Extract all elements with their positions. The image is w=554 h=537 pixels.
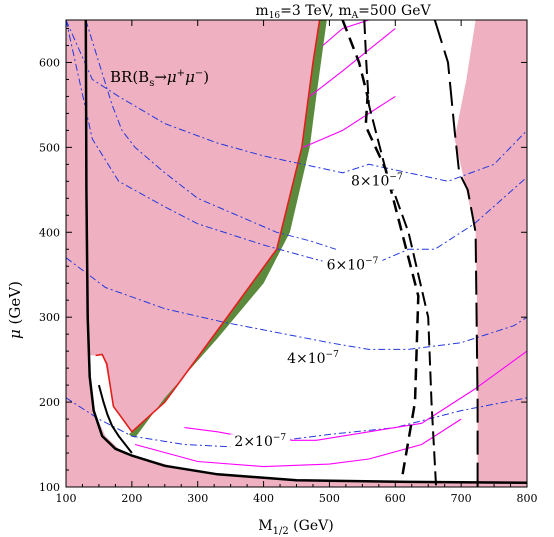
contour-label-exponent: −7: [273, 433, 287, 443]
panel-label-arrow: →μ: [154, 68, 176, 86]
contour-label-2: 4×10−7: [287, 350, 339, 367]
panel-label-mid: μ: [185, 68, 195, 86]
contour-label-layer: 8×10−76×10−74×10−72×10−7: [230, 173, 407, 451]
x-axis-label-main: M: [258, 518, 272, 534]
x-tick-label: 700: [451, 492, 472, 505]
right-long-dash-boundary: [433, 20, 479, 487]
contour-label-exponent: −7: [389, 173, 403, 183]
excluded-region-right: [454, 20, 527, 487]
y-tick-label: 100: [39, 481, 60, 494]
contour-label-0: 8×10−7: [351, 173, 403, 190]
x-tick-label: 200: [121, 492, 142, 505]
panel-label-sub: s: [149, 78, 154, 89]
br-contour-1: [66, 20, 527, 267]
contour-label-exponent: −7: [365, 257, 379, 267]
y-tick-label: 500: [39, 141, 60, 154]
br-contour-0: [66, 20, 527, 182]
y-tick-label: 300: [39, 311, 60, 324]
contour-label-bg: [322, 257, 383, 274]
br-contour-4: [85, 20, 337, 250]
contour-label-exponent: −7: [326, 350, 340, 360]
panel-label-post: ): [203, 68, 209, 86]
x-tick-label: 500: [319, 492, 340, 505]
magenta-line-3: [309, 28, 396, 97]
title-m1: m: [255, 3, 268, 19]
contour-label-mantissa: 4×10: [287, 351, 325, 367]
panel-label-sup1: +: [177, 68, 185, 79]
x-tick-label: 400: [253, 492, 274, 505]
contour-label-bg: [346, 173, 407, 190]
panel-label-sup2: −: [195, 68, 203, 79]
title-end: =500 GeV: [358, 3, 431, 19]
x-axis-label-sub: 1/2: [273, 526, 289, 537]
contour-label-mantissa: 2×10: [234, 434, 272, 450]
tick-layer: 100 200 300 400 500 600 700 800 100 200 300 400 500 6…: [39, 20, 538, 505]
x-tick-label: 600: [385, 492, 406, 505]
x-axis-label-unit: (GeV): [289, 518, 334, 534]
y-axis-label: μ (GeV): [6, 281, 24, 339]
magenta-line-2: [302, 95, 396, 148]
magenta-line-1: [184, 350, 527, 441]
y-tick-label: 200: [39, 396, 60, 409]
x-tick-label: 300: [187, 492, 208, 505]
contour-label-bg: [282, 351, 343, 368]
y-axis-label-mu: μ: [6, 329, 24, 339]
panel-label-pre: BR(B: [110, 68, 149, 86]
x-tick-label: 800: [517, 492, 538, 505]
contour-label-mantissa: 6×10: [327, 258, 365, 274]
contour-label-1: 6×10−7: [327, 257, 379, 274]
y-tick-label: 600: [39, 56, 60, 69]
region-layer: [66, 20, 527, 487]
y-tick-label: 400: [39, 226, 60, 239]
excluded-region-wedge: [66, 20, 320, 432]
inner-dashed-boundary: [341, 20, 420, 479]
right-dashed-boundary: [363, 20, 438, 487]
contour-label-mantissa: 8×10: [351, 174, 389, 190]
left-boundary-line: [84, 20, 527, 485]
chart-title: m16=3 TeV, mA=500 GeV: [255, 3, 431, 21]
y-axis-label-unit: (GeV): [6, 281, 24, 329]
lower-black-line: [97, 384, 133, 454]
title-sub1: 16: [269, 11, 281, 21]
title-sub2: A: [351, 11, 359, 21]
panel-label: BR(Bs→μ+μ−): [110, 68, 209, 89]
x-axis-label: M1/2 (GeV): [258, 518, 333, 537]
contour-label-3: 2×10−7: [234, 433, 286, 450]
line-layer: [66, 20, 527, 487]
allowed-green-band: [128, 20, 327, 438]
red-boundary-line: [95, 20, 321, 433]
magenta-line-4: [322, 20, 370, 46]
x-tick-label: 100: [56, 492, 77, 505]
br-contour-2: [66, 257, 527, 350]
magenta-line-0: [134, 418, 462, 468]
title-mid: =3 TeV, m: [280, 3, 351, 19]
contour-label-bg: [230, 434, 291, 451]
